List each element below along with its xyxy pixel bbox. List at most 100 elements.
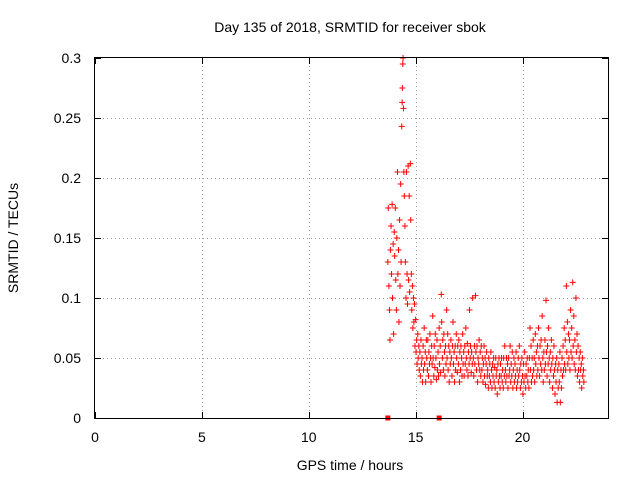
data-point — [399, 99, 406, 106]
data-point — [543, 297, 550, 304]
data-point — [425, 373, 432, 379]
data-point — [395, 319, 402, 325]
data-point — [544, 373, 551, 379]
data-point — [434, 337, 440, 343]
data-point — [556, 379, 563, 385]
data-point — [453, 331, 460, 337]
data-point — [540, 379, 547, 385]
data-point — [470, 373, 477, 379]
data-point — [493, 367, 500, 373]
data-point — [560, 343, 567, 349]
data-point — [530, 337, 537, 343]
data-point — [443, 307, 450, 313]
data-point — [512, 361, 519, 367]
plot-frame — [94, 57, 609, 419]
data-point — [464, 373, 471, 379]
data-point — [535, 325, 542, 331]
data-point — [564, 319, 571, 325]
x-axis-label: GPS time / hours — [297, 457, 404, 473]
data-point — [565, 331, 572, 337]
data-point — [393, 235, 400, 241]
data-point — [574, 373, 581, 379]
data-point — [518, 355, 525, 361]
data-point — [563, 283, 570, 289]
x-tick-label: 0 — [91, 429, 99, 445]
data-point — [481, 343, 488, 349]
data-point — [428, 379, 435, 385]
data-point — [411, 301, 418, 307]
data-point — [435, 373, 442, 379]
grid-lines — [95, 58, 608, 418]
data-point — [568, 349, 575, 355]
data-point — [571, 361, 578, 367]
data-point — [550, 343, 557, 349]
data-point — [478, 367, 485, 373]
data-point — [416, 349, 423, 355]
data-point — [410, 295, 417, 301]
data-point — [445, 367, 452, 373]
data-point — [455, 337, 462, 343]
data-point — [505, 355, 512, 361]
data-point — [389, 295, 396, 301]
data-point — [402, 259, 409, 265]
data-point — [422, 379, 429, 385]
data-point — [547, 349, 554, 355]
data-point — [513, 349, 520, 355]
data-point — [429, 361, 436, 367]
data-point — [404, 301, 411, 307]
data-point — [446, 379, 453, 385]
data-point — [569, 279, 576, 286]
data-point — [548, 337, 555, 343]
data-point — [501, 343, 508, 349]
data-point — [532, 331, 539, 337]
data-point — [579, 355, 586, 361]
data-point — [391, 229, 398, 235]
y-tick-label: 0.1 — [62, 290, 82, 306]
data-point — [409, 325, 416, 331]
data-point — [417, 337, 424, 343]
data-point — [399, 61, 406, 67]
data-point — [426, 331, 433, 337]
data-point — [488, 367, 495, 373]
data-point — [463, 367, 470, 373]
data-point — [580, 379, 587, 385]
data-point — [417, 373, 424, 379]
data-point — [539, 355, 546, 361]
y-axis-label: SRMTID / TECUs — [5, 183, 21, 293]
data-point — [531, 379, 538, 385]
x-tick-label: 5 — [198, 429, 206, 445]
data-point — [397, 181, 404, 187]
y-tick-label: 0.15 — [54, 230, 81, 246]
data-point — [441, 349, 448, 355]
data-point — [392, 205, 399, 211]
data-point — [541, 337, 548, 343]
data-point — [521, 349, 528, 355]
data-point — [561, 325, 568, 331]
data-point — [407, 217, 414, 223]
data-point — [405, 277, 412, 283]
data-point — [392, 277, 399, 283]
data-point — [536, 373, 543, 379]
data-point — [403, 169, 410, 175]
data-point — [558, 385, 565, 391]
data-point — [385, 283, 392, 289]
data-point — [559, 355, 566, 361]
data-point — [564, 361, 571, 367]
data-point — [578, 385, 585, 391]
data-point — [420, 343, 427, 349]
data-point — [464, 340, 471, 347]
data-point — [551, 391, 558, 397]
data-point — [436, 325, 443, 331]
data-point — [388, 271, 395, 277]
data-point — [571, 337, 578, 343]
data-point — [494, 391, 501, 397]
y-tick-label: 0.05 — [54, 350, 81, 366]
data-point — [387, 247, 394, 253]
data-point — [454, 369, 461, 376]
data-point — [401, 223, 408, 229]
data-point — [519, 391, 526, 397]
data-point — [516, 367, 523, 373]
data-point — [489, 361, 496, 367]
data-point — [407, 160, 414, 167]
